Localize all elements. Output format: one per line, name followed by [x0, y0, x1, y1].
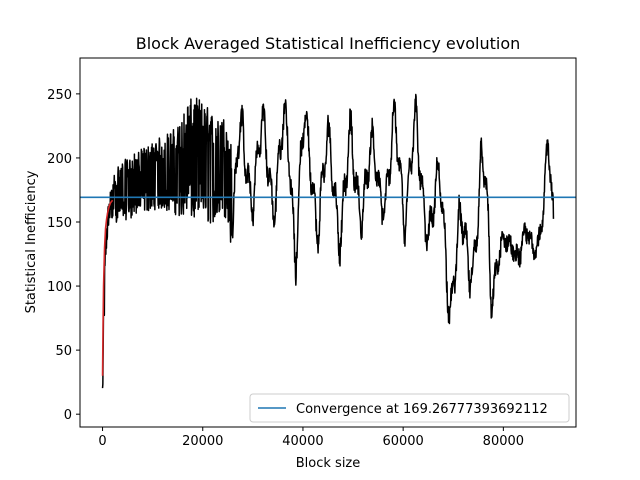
- series-line-red: [101, 199, 114, 376]
- axes-frame: [79, 57, 577, 428]
- y-tick-label: 0: [64, 408, 72, 423]
- x-tick-label: 60000: [382, 434, 423, 449]
- y-tick-label: 200: [47, 152, 72, 167]
- chart-title: Block Averaged Statistical Inefficiency …: [136, 34, 521, 53]
- legend-box: [249, 393, 570, 423]
- x-tick-label: 20000: [182, 434, 223, 449]
- x-tick-label: 0: [98, 434, 106, 449]
- y-axis: 0 50 100 150 200 250: [47, 88, 80, 423]
- y-axis-label: Statistical Inefficiency: [24, 170, 39, 313]
- y-tick-label: 100: [47, 280, 72, 295]
- y-tick-label: 50: [55, 344, 72, 359]
- x-axis-label: Block size: [296, 456, 361, 471]
- x-tick-label: 40000: [282, 434, 323, 449]
- y-tick-label: 150: [47, 216, 72, 231]
- legend-convergence-label: Convergence at 169.26777393692112: [296, 402, 548, 417]
- plot-area: [80, 93, 576, 389]
- y-tick-label: 250: [47, 88, 72, 103]
- x-tick-label: 80000: [483, 434, 524, 449]
- series-line-black: [101, 93, 555, 389]
- x-axis: 0 20000 40000 60000 80000: [98, 427, 524, 449]
- legend: Convergence at 169.26777393692112: [249, 393, 570, 423]
